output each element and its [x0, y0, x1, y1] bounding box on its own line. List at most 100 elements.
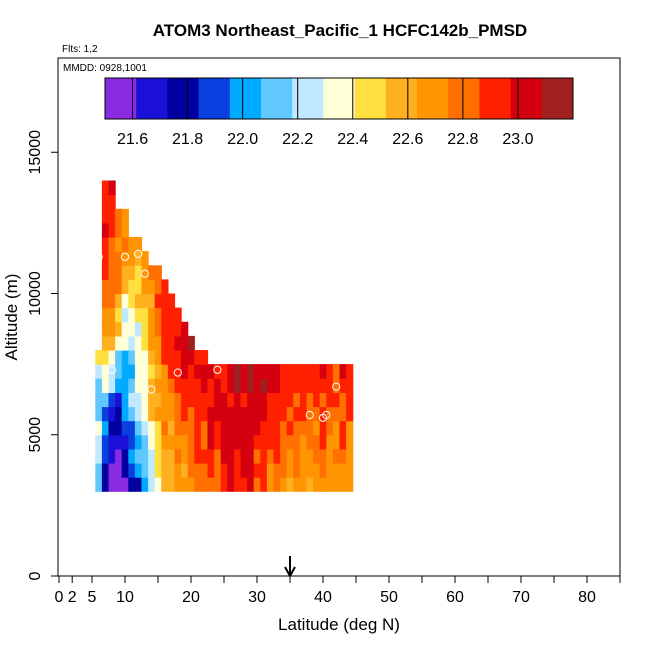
heatmap-cell	[101, 194, 110, 210]
heatmap-cell	[280, 448, 288, 464]
x-tick-label: 5	[88, 589, 97, 606]
heatmap-cell	[95, 378, 103, 393]
heatmap-cell	[128, 265, 136, 280]
heatmap-cell	[161, 335, 169, 351]
heatmap-cell	[247, 420, 255, 436]
sample-point	[371, 566, 380, 575]
heatmap-cell	[207, 364, 215, 379]
heatmap-cell	[121, 237, 129, 252]
colorbar-tick-label: 21.6	[117, 131, 148, 148]
heatmap-cell	[121, 448, 129, 464]
heatmap-cell	[200, 378, 209, 393]
heatmap-cell	[141, 350, 149, 365]
heatmap-cell	[293, 392, 301, 408]
heatmap-cell	[326, 392, 334, 408]
sample-point	[140, 269, 149, 278]
heatmap-cell	[115, 335, 123, 351]
heatmap-cell	[273, 477, 281, 492]
sample-point	[312, 280, 321, 290]
heatmap-cell	[273, 364, 281, 379]
heatmap-cell	[326, 378, 334, 393]
heatmap-cell	[346, 406, 354, 422]
heatmap-cell	[207, 378, 215, 393]
heatmap-cell	[299, 448, 308, 464]
heatmap-cell	[214, 434, 222, 450]
heatmap-cell	[233, 364, 242, 379]
heatmap-cell	[134, 392, 143, 408]
heatmap-cell	[187, 350, 195, 365]
heatmap-cell	[260, 434, 268, 450]
heatmap-cell	[128, 251, 136, 266]
heatmap-cell	[115, 279, 123, 295]
heatmap-cell	[306, 434, 314, 450]
heatmap-cell	[247, 392, 255, 408]
heatmap-cell	[115, 321, 123, 337]
heatmap-cell	[339, 364, 347, 379]
sample-point	[193, 252, 202, 261]
heatmap-cell	[115, 463, 123, 478]
heatmap-cell	[154, 406, 162, 422]
heatmap-cell	[247, 463, 255, 478]
heatmap-cell	[200, 477, 209, 492]
heatmap-cell	[128, 420, 136, 436]
heatmap-cell	[326, 434, 334, 450]
sample-point	[305, 410, 314, 420]
heatmap-cell	[95, 364, 103, 379]
heatmap-cell	[101, 293, 110, 309]
heatmap-cell	[101, 477, 110, 492]
heatmap-cell	[266, 378, 275, 393]
heatmap-cell	[187, 477, 195, 492]
heatmap-cell	[141, 335, 149, 351]
heatmap-cell	[247, 378, 255, 393]
sample-point	[94, 569, 103, 578]
heatmap-cell	[167, 350, 176, 365]
heatmap-cell	[115, 222, 123, 238]
colorbar-swatch	[479, 78, 512, 119]
heatmap-cell	[108, 321, 116, 337]
heatmap-cell	[280, 420, 288, 436]
heatmap-cell	[227, 392, 235, 408]
heatmap-cell	[101, 406, 110, 422]
heatmap-cell	[161, 321, 169, 337]
heatmap-cell	[247, 434, 255, 450]
heatmap-cell	[148, 364, 156, 379]
heatmap-cell	[266, 406, 275, 422]
heatmap-cell	[319, 392, 327, 408]
heatmap-cell	[207, 434, 215, 450]
heatmap-cell	[95, 350, 103, 365]
heatmap-cell	[101, 392, 110, 408]
heatmap-cell	[141, 251, 149, 266]
heatmap-cell	[167, 378, 176, 393]
heatmap-cell	[326, 477, 334, 492]
sample-point	[516, 261, 526, 270]
heatmap-cell	[134, 350, 143, 365]
heatmap-cell	[306, 364, 314, 379]
heatmap-cell	[108, 307, 116, 323]
heatmap-cell	[161, 477, 169, 492]
heatmap-cell	[194, 406, 202, 422]
heatmap-cell	[148, 350, 156, 365]
heatmap-cell	[134, 251, 143, 266]
heatmap-cell	[326, 463, 334, 478]
heatmap-cell	[174, 378, 182, 393]
heatmap-cell	[108, 406, 116, 422]
y-axis: 0 5000 10000 15000	[27, 130, 58, 580]
heatmap-cell	[161, 448, 169, 464]
heatmap-cell	[346, 364, 354, 379]
sample-point	[68, 563, 77, 572]
colorbar-swatch	[510, 78, 543, 119]
heatmap-cell	[194, 463, 202, 478]
heatmap-cell	[273, 448, 281, 464]
heatmap-cell	[167, 293, 176, 309]
heatmap-cell	[101, 265, 110, 280]
heatmap-cell	[286, 420, 294, 436]
heatmap-cell	[313, 434, 321, 450]
heatmap-cell	[154, 321, 162, 337]
colorbar-swatch	[167, 78, 200, 119]
heatmap-cell	[280, 434, 288, 450]
heatmap-cell	[306, 420, 314, 436]
heatmap-cell	[121, 392, 129, 408]
heatmap-cell	[167, 420, 176, 436]
heatmap-cell	[121, 477, 129, 492]
heatmap-cell	[227, 434, 235, 450]
